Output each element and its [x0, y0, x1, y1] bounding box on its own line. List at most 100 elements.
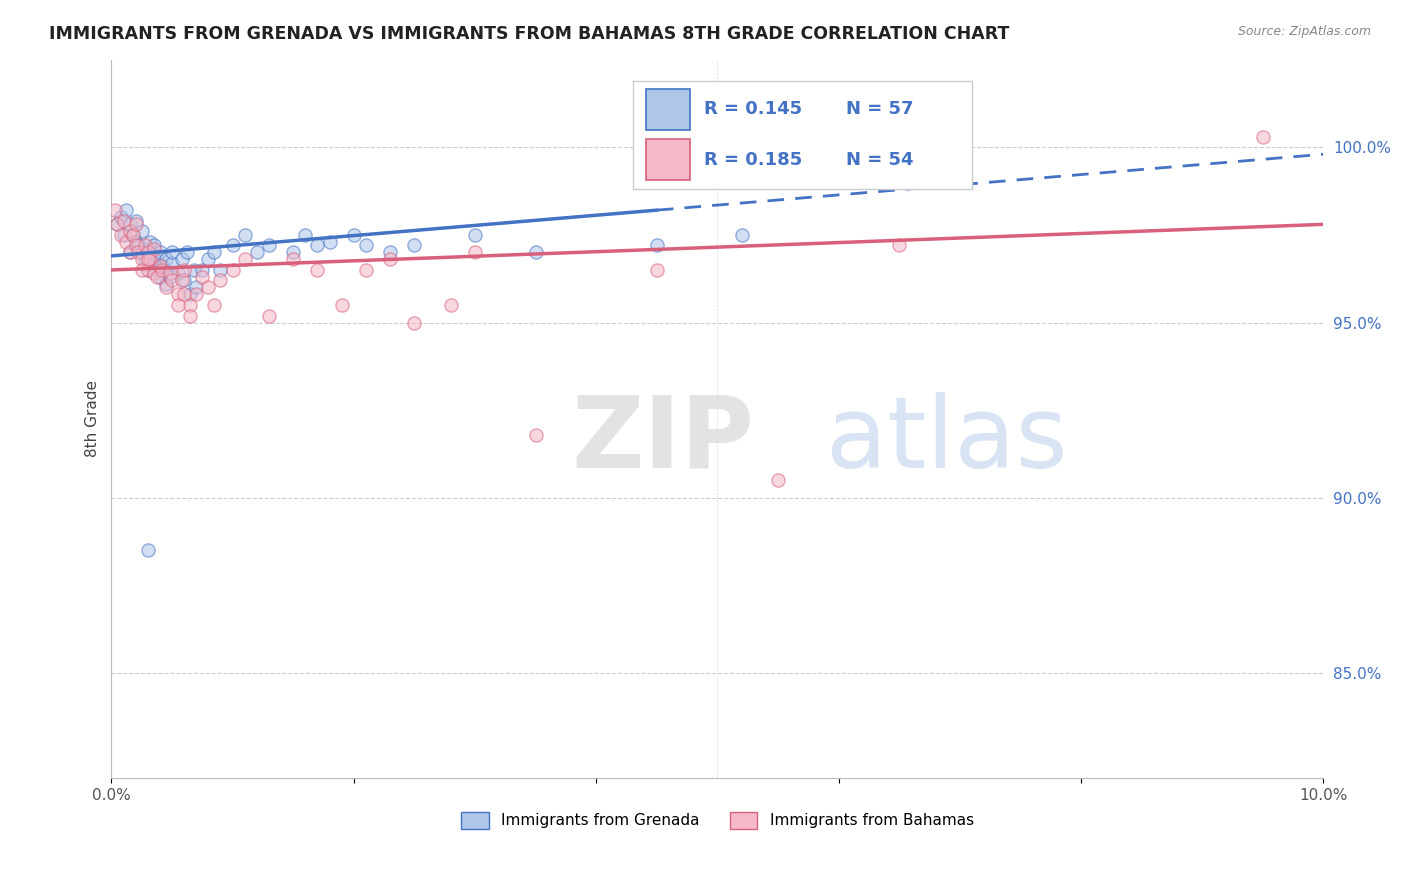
Point	[139, 252, 162, 267]
Point	[343, 227, 366, 242]
Point	[118, 245, 141, 260]
Point	[136, 263, 159, 277]
Point	[136, 245, 159, 260]
Point	[204, 245, 226, 260]
Point	[127, 245, 149, 260]
Point	[170, 252, 193, 267]
Point	[142, 238, 165, 252]
Point	[257, 238, 280, 252]
Point	[221, 263, 243, 277]
Point	[524, 245, 547, 260]
Point	[354, 263, 377, 277]
Point	[155, 252, 177, 267]
Point	[464, 227, 486, 242]
Point	[221, 238, 243, 252]
Point	[524, 427, 547, 442]
Point	[118, 245, 141, 260]
Point	[183, 263, 205, 277]
Point	[127, 238, 149, 252]
Point	[766, 473, 789, 487]
Point	[167, 298, 190, 312]
Point	[204, 298, 226, 312]
Point	[131, 252, 153, 267]
Point	[110, 211, 132, 225]
Point	[112, 214, 135, 228]
Point	[136, 242, 159, 256]
Point	[179, 309, 201, 323]
Point	[307, 263, 329, 277]
Point	[887, 238, 910, 252]
Point	[146, 269, 169, 284]
Point	[139, 245, 162, 260]
Point	[131, 224, 153, 238]
Point	[112, 227, 135, 242]
Point	[131, 263, 153, 277]
Point	[167, 287, 190, 301]
Point	[104, 203, 127, 218]
Point	[118, 218, 141, 232]
Point	[404, 316, 426, 330]
Point	[404, 238, 426, 252]
Point	[155, 277, 177, 291]
Point	[160, 256, 183, 270]
Point	[122, 227, 145, 242]
Point	[730, 227, 752, 242]
Point	[191, 263, 214, 277]
Point	[173, 263, 195, 277]
Legend: Immigrants from Grenada, Immigrants from Bahamas: Immigrants from Grenada, Immigrants from…	[456, 805, 980, 835]
Point	[159, 267, 181, 281]
Point	[1251, 129, 1274, 144]
Y-axis label: 8th Grade: 8th Grade	[86, 380, 100, 458]
Point	[149, 245, 172, 260]
Text: atlas: atlas	[827, 392, 1069, 489]
Point	[142, 252, 165, 267]
Point	[136, 263, 159, 277]
Point	[246, 245, 269, 260]
Point	[173, 287, 195, 301]
Point	[307, 238, 329, 252]
Point	[645, 263, 668, 277]
Point	[170, 273, 193, 287]
Point	[464, 245, 486, 260]
Point	[107, 218, 129, 232]
Point	[197, 280, 219, 294]
Point	[160, 245, 183, 260]
Point	[209, 273, 232, 287]
Point	[134, 238, 156, 252]
Point	[122, 227, 145, 242]
Point	[118, 224, 141, 238]
Point	[107, 218, 129, 232]
Point	[209, 263, 232, 277]
Point	[146, 263, 169, 277]
Point	[149, 269, 172, 284]
Point	[131, 245, 153, 260]
Point	[233, 252, 256, 267]
Point	[330, 298, 353, 312]
Point	[155, 280, 177, 294]
Point	[146, 249, 169, 263]
Point	[167, 267, 190, 281]
Point	[294, 227, 316, 242]
Point	[124, 218, 146, 232]
Point	[173, 273, 195, 287]
Point	[136, 252, 159, 267]
Point	[645, 238, 668, 252]
Point	[150, 263, 173, 277]
Point	[191, 269, 214, 284]
Point	[186, 287, 208, 301]
Point	[176, 245, 198, 260]
Text: Source: ZipAtlas.com: Source: ZipAtlas.com	[1237, 25, 1371, 38]
Point	[283, 245, 305, 260]
Point	[124, 238, 146, 252]
Point	[150, 260, 173, 274]
Point	[124, 235, 146, 249]
Point	[233, 227, 256, 242]
Point	[378, 245, 401, 260]
Point	[179, 287, 201, 301]
Text: IMMIGRANTS FROM GRENADA VS IMMIGRANTS FROM BAHAMAS 8TH GRADE CORRELATION CHART: IMMIGRANTS FROM GRENADA VS IMMIGRANTS FR…	[49, 25, 1010, 43]
Point	[197, 252, 219, 267]
Text: ZIP: ZIP	[572, 392, 755, 489]
Point	[186, 280, 208, 294]
Point	[354, 238, 377, 252]
Point	[136, 543, 159, 558]
